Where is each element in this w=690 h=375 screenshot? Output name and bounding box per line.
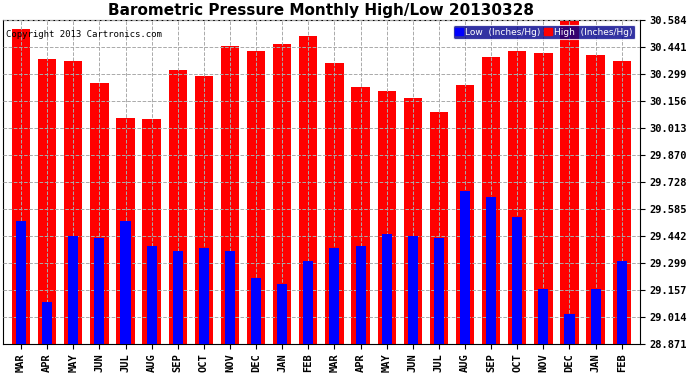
Bar bbox=[38, 59, 57, 344]
Legend: Low  (Inches/Hg), High  (Inches/Hg): Low (Inches/Hg), High (Inches/Hg) bbox=[453, 25, 635, 39]
Bar bbox=[586, 55, 604, 344]
Bar bbox=[534, 53, 553, 344]
Bar bbox=[591, 289, 600, 344]
Bar bbox=[277, 284, 287, 344]
Bar bbox=[68, 236, 79, 344]
Bar bbox=[251, 278, 261, 344]
Bar bbox=[377, 91, 396, 344]
Bar bbox=[325, 63, 344, 344]
Bar bbox=[168, 70, 187, 344]
Bar bbox=[560, 19, 579, 344]
Bar bbox=[351, 87, 370, 344]
Bar bbox=[430, 112, 448, 344]
Bar bbox=[460, 191, 470, 344]
Bar bbox=[404, 99, 422, 344]
Bar bbox=[512, 217, 522, 344]
Bar bbox=[42, 302, 52, 344]
Bar bbox=[146, 246, 157, 344]
Bar bbox=[564, 314, 575, 344]
Bar bbox=[299, 36, 317, 344]
Bar bbox=[329, 248, 339, 344]
Bar bbox=[247, 51, 265, 344]
Bar bbox=[12, 28, 30, 344]
Bar bbox=[95, 238, 104, 344]
Text: Copyright 2013 Cartronics.com: Copyright 2013 Cartronics.com bbox=[6, 30, 162, 39]
Bar bbox=[304, 261, 313, 344]
Bar bbox=[613, 61, 631, 344]
Bar bbox=[486, 196, 496, 344]
Bar bbox=[408, 236, 418, 344]
Bar bbox=[199, 248, 209, 344]
Bar bbox=[16, 221, 26, 344]
Bar bbox=[225, 251, 235, 344]
Bar bbox=[382, 234, 392, 344]
Bar bbox=[121, 221, 130, 344]
Bar bbox=[172, 251, 183, 344]
Bar bbox=[617, 261, 627, 344]
Bar bbox=[143, 119, 161, 344]
Bar bbox=[273, 44, 291, 344]
Bar bbox=[434, 238, 444, 344]
Bar bbox=[456, 85, 474, 344]
Bar bbox=[538, 289, 549, 344]
Bar bbox=[64, 61, 82, 344]
Bar bbox=[508, 51, 526, 344]
Bar bbox=[355, 246, 366, 344]
Bar bbox=[221, 46, 239, 344]
Bar bbox=[195, 76, 213, 344]
Bar bbox=[482, 57, 500, 344]
Title: Barometric Pressure Monthly High/Low 20130328: Barometric Pressure Monthly High/Low 201… bbox=[108, 3, 534, 18]
Bar bbox=[90, 83, 108, 344]
Bar bbox=[117, 118, 135, 344]
